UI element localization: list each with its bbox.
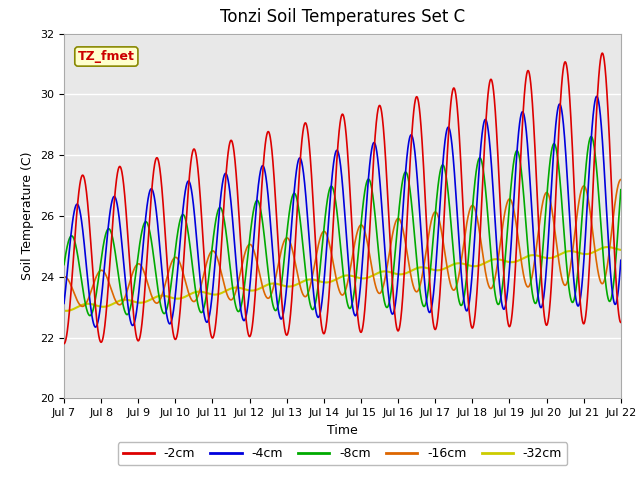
-32cm <box>62 308 70 314</box>
-8cm <box>86 313 94 319</box>
-2cm <box>546 302 554 308</box>
Line: -2cm: -2cm <box>64 53 621 344</box>
-4cm <box>617 257 625 263</box>
-16cm <box>274 264 282 270</box>
X-axis label: Time: Time <box>327 424 358 437</box>
-32cm <box>274 281 282 287</box>
-8cm <box>546 158 554 164</box>
Title: Tonzi Soil Temperatures Set C: Tonzi Soil Temperatures Set C <box>220 9 465 26</box>
-32cm <box>617 247 625 253</box>
-16cm <box>157 296 164 301</box>
Text: TZ_fmet: TZ_fmet <box>78 50 135 63</box>
-32cm <box>124 297 132 303</box>
-32cm <box>157 293 164 299</box>
Legend: -2cm, -4cm, -8cm, -16cm, -32cm: -2cm, -4cm, -8cm, -16cm, -32cm <box>118 442 567 465</box>
-4cm <box>124 300 132 306</box>
-2cm <box>274 231 282 237</box>
-4cm <box>274 303 282 309</box>
-16cm <box>617 177 625 182</box>
-2cm <box>157 172 164 178</box>
-16cm <box>79 303 86 309</box>
-8cm <box>157 303 164 309</box>
Line: -4cm: -4cm <box>64 96 621 327</box>
-16cm <box>60 274 68 280</box>
-2cm <box>598 50 606 56</box>
-2cm <box>617 320 625 325</box>
-8cm <box>298 232 306 238</box>
-4cm <box>92 324 99 330</box>
-2cm <box>60 341 68 347</box>
Line: -8cm: -8cm <box>64 136 621 316</box>
-8cm <box>124 312 132 317</box>
-4cm <box>157 255 164 261</box>
-16cm <box>298 289 306 295</box>
-32cm <box>546 255 554 261</box>
-16cm <box>546 197 554 203</box>
-4cm <box>60 300 68 306</box>
-8cm <box>617 187 625 192</box>
Line: -32cm: -32cm <box>64 247 621 311</box>
-2cm <box>298 140 305 146</box>
-8cm <box>588 133 595 139</box>
-8cm <box>60 262 68 267</box>
-32cm <box>60 308 68 313</box>
-4cm <box>593 94 600 99</box>
-2cm <box>124 228 131 234</box>
-4cm <box>606 266 614 272</box>
-32cm <box>298 279 306 285</box>
-8cm <box>606 298 614 304</box>
Line: -16cm: -16cm <box>64 180 621 306</box>
-8cm <box>274 304 282 310</box>
-32cm <box>606 244 614 250</box>
-4cm <box>546 207 554 213</box>
-2cm <box>606 150 614 156</box>
-16cm <box>606 242 614 248</box>
-16cm <box>124 287 132 292</box>
-4cm <box>298 160 306 166</box>
-32cm <box>604 244 611 250</box>
Y-axis label: Soil Temperature (C): Soil Temperature (C) <box>22 152 35 280</box>
